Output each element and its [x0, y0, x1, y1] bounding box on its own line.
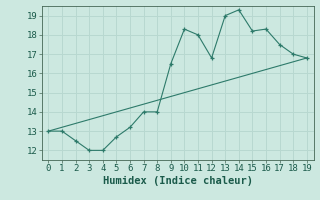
X-axis label: Humidex (Indice chaleur): Humidex (Indice chaleur): [103, 176, 252, 186]
